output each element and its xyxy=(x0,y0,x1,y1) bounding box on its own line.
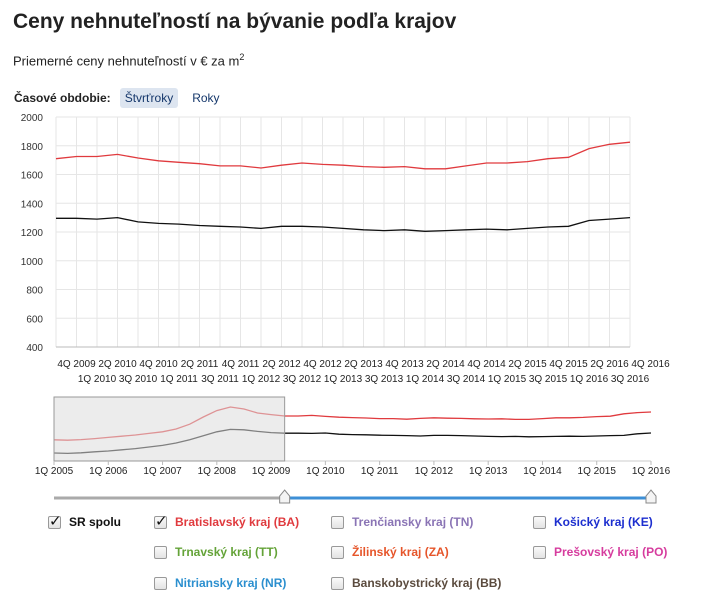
period-label: Časové obdobie: xyxy=(14,91,111,105)
x-tick-label: 2Q 2013 xyxy=(344,359,383,370)
navigator-tick-label: 1Q 2013 xyxy=(469,466,508,477)
x-tick-label: 1Q 2016 xyxy=(570,374,609,385)
x-tick-label: 4Q 2012 xyxy=(303,359,342,370)
legend-label: Žilinský kraj (ZA) xyxy=(352,545,449,559)
legend-item-bb[interactable]: Banskobystrický kraj (BB) xyxy=(331,576,501,590)
y-tick-label: 400 xyxy=(26,343,43,354)
x-tick-label: 3Q 2016 xyxy=(611,374,650,385)
legend-label: Trnavský kraj (TT) xyxy=(175,545,278,559)
legend-label: Prešovský kraj (PO) xyxy=(554,545,668,559)
y-tick-label: 2000 xyxy=(21,113,44,124)
x-tick-label: 2Q 2016 xyxy=(590,359,629,370)
legend-item-ba[interactable]: Bratislavský kraj (BA) xyxy=(154,512,300,530)
navigator-tick-label: 1Q 2009 xyxy=(252,466,291,477)
navigator-tick-label: 1Q 2012 xyxy=(415,466,454,477)
checkbox-icon[interactable] xyxy=(48,512,62,530)
y-tick-label: 1800 xyxy=(21,142,44,153)
x-tick-label: 2Q 2014 xyxy=(426,359,465,370)
x-tick-label: 4Q 2015 xyxy=(549,359,588,370)
x-tick-label: 1Q 2013 xyxy=(324,374,363,385)
navigator-tick-label: 1Q 2007 xyxy=(143,466,182,477)
x-tick-label: 2Q 2010 xyxy=(98,359,137,370)
y-tick-label: 1600 xyxy=(21,171,44,182)
navigator-tick-label: 1Q 2010 xyxy=(306,466,345,477)
x-tick-label: 1Q 2011 xyxy=(160,374,198,385)
navigator-mask xyxy=(53,396,286,462)
navigator-tick-label: 1Q 2008 xyxy=(198,466,237,477)
x-tick-label: 2Q 2015 xyxy=(508,359,547,370)
y-tick-label: 800 xyxy=(26,286,43,297)
legend-item-po[interactable]: Prešovský kraj (PO) xyxy=(533,545,667,559)
checkbox-icon[interactable] xyxy=(533,515,546,529)
chart-subtitle: Priemerné ceny nehnuteľností v € za m2 xyxy=(13,52,244,68)
navigator-tick-label: 1Q 2016 xyxy=(632,466,671,477)
legend-item-za[interactable]: Žilinský kraj (ZA) xyxy=(331,545,449,559)
page-title: Ceny nehnuteľností na bývanie podľa kraj… xyxy=(13,10,457,33)
x-tick-label: 3Q 2012 xyxy=(283,374,322,385)
legend-label: SR spolu xyxy=(69,515,122,529)
period-selector: Časové obdobie: Štvrťroky Roky xyxy=(14,88,234,108)
period-quarters-button[interactable]: Štvrťroky xyxy=(119,88,179,108)
legend-label: Trenčiansky kraj (TN) xyxy=(352,515,474,529)
x-tick-label: 1Q 2015 xyxy=(488,374,527,385)
navigator-tick-label: 1Q 2006 xyxy=(89,466,128,477)
x-tick-label: 1Q 2014 xyxy=(406,374,445,385)
x-tick-label: 3Q 2014 xyxy=(447,374,486,385)
x-tick-label: 1Q 2010 xyxy=(78,374,117,385)
x-tick-label: 4Q 2009 xyxy=(57,359,96,370)
x-tick-label: 3Q 2013 xyxy=(365,374,404,385)
series-line xyxy=(56,216,631,232)
legend-item-tn[interactable]: Trenčiansky kraj (TN) xyxy=(331,515,473,529)
checkbox-icon[interactable] xyxy=(331,576,344,590)
navigator-tick-label: 1Q 2015 xyxy=(578,466,617,477)
legend-item-ke[interactable]: Košický kraj (KE) xyxy=(533,515,653,529)
x-tick-label: 3Q 2011 xyxy=(201,374,239,385)
y-tick-label: 1400 xyxy=(21,199,44,210)
x-tick-label: 4Q 2010 xyxy=(139,359,178,370)
checkbox-icon[interactable] xyxy=(533,545,546,559)
subtitle-superscript: 2 xyxy=(239,52,245,62)
checkbox-icon[interactable] xyxy=(331,515,344,529)
legend-label: Bratislavský kraj (BA) xyxy=(175,515,300,529)
checkbox-icon[interactable] xyxy=(154,512,168,530)
slider-handle[interactable] xyxy=(279,489,291,504)
legend-label: Nitriansky kraj (NR) xyxy=(175,576,287,590)
x-tick-label: 3Q 2010 xyxy=(119,374,158,385)
x-tick-label: 2Q 2012 xyxy=(262,359,301,370)
slider-handle[interactable] xyxy=(645,489,657,504)
y-tick-label: 1000 xyxy=(21,257,44,268)
legend-label: Banskobystrický kraj (BB) xyxy=(352,576,502,590)
period-years-button[interactable]: Roky xyxy=(192,91,220,105)
navigator-tick-label: 1Q 2014 xyxy=(523,466,562,477)
x-tick-label: 2Q 2011 xyxy=(181,359,219,370)
x-tick-label: 3Q 2015 xyxy=(529,374,568,385)
x-tick-label: 4Q 2016 xyxy=(631,359,670,370)
subtitle-text: Priemerné ceny nehnuteľností v € za m xyxy=(13,53,240,69)
x-tick-label: 4Q 2013 xyxy=(385,359,424,370)
legend-item-nr[interactable]: Nitriansky kraj (NR) xyxy=(154,576,286,590)
navigator-tick-label: 1Q 2005 xyxy=(35,466,74,477)
y-tick-label: 600 xyxy=(26,314,43,325)
y-tick-label: 1200 xyxy=(21,228,44,239)
checkbox-icon[interactable] xyxy=(331,545,344,559)
checkbox-icon[interactable] xyxy=(154,576,167,590)
x-tick-label: 4Q 2014 xyxy=(467,359,506,370)
legend-item-tt[interactable]: Trnavský kraj (TT) xyxy=(154,545,278,559)
x-tick-label: 4Q 2011 xyxy=(222,359,260,370)
checkbox-icon[interactable] xyxy=(154,545,167,559)
legend-item-sr[interactable]: SR spolu xyxy=(48,512,122,530)
legend-label: Košický kraj (KE) xyxy=(554,515,653,529)
series-line xyxy=(55,141,631,170)
navigator-tick-label: 1Q 2011 xyxy=(361,466,399,477)
x-tick-label: 1Q 2012 xyxy=(242,374,281,385)
